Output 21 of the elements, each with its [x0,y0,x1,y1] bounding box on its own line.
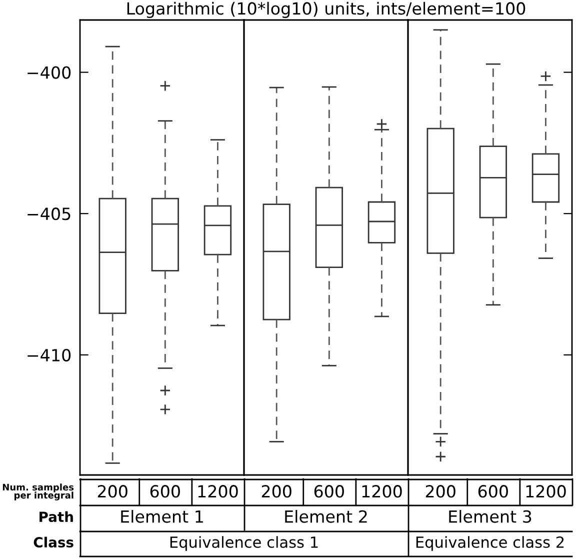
x-tick-label: 1200 [526,485,566,498]
x-tick-label: 200 [98,485,128,498]
x-axis-title: Element 3 [449,510,532,523]
text: Equivalence class 2 [416,536,564,551]
x-tick-label: 600 [314,485,344,498]
x-tick-label: 600 [150,485,180,498]
text: Path [40,511,73,522]
x-tick-label: 200 [426,485,456,498]
x-axis-title: Element 2 [285,510,367,523]
x-tick-label: 200 [262,485,292,498]
text: Class [34,536,74,548]
x-tick-label: 600 [478,485,508,498]
x-axis-title: Element 1 [121,510,203,523]
x-tick-label: 1200 [198,485,238,498]
text: Num. samples per integral [2,484,74,500]
y-tick-label: −400 [28,66,71,79]
y-tick-label: −410 [28,348,71,362]
x-tick-label: 1200 [362,485,402,498]
text: Equivalence class 1 [170,536,318,551]
y-tick-label: −405 [28,208,70,220]
text: Logarithmic (10*log10) units, ints/element=100 [127,2,526,18]
